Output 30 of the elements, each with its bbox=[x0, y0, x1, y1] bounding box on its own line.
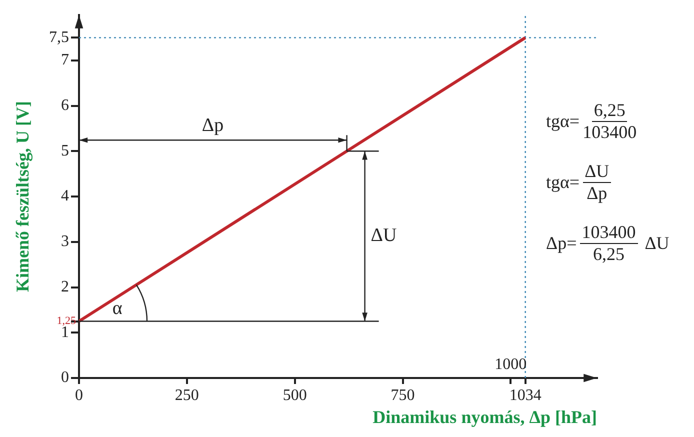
x-axis-title: Dinamikus nyomás, Δp [hPa] bbox=[372, 406, 597, 427]
x-tick-label: 750 bbox=[390, 387, 415, 404]
y-axis-title: Kimenő feszültség, U [V] bbox=[12, 101, 32, 292]
annotation: 103400 bbox=[582, 122, 637, 143]
annotation: α bbox=[112, 298, 122, 320]
annotation: tgα= bbox=[546, 172, 580, 193]
y-tick-label: 2 bbox=[61, 278, 69, 296]
x-tick-label: 250 bbox=[174, 387, 199, 404]
y-tick-label: 7,5 bbox=[49, 28, 69, 46]
x-tick-label: 500 bbox=[282, 387, 307, 404]
annotation: Δp bbox=[202, 115, 224, 136]
annotation: 103400 bbox=[580, 222, 638, 244]
x-tick-label: 0 bbox=[75, 387, 83, 404]
y-tick-label: 5 bbox=[61, 142, 69, 160]
annotation: 6,25 bbox=[592, 244, 624, 265]
annotation: 6,25 bbox=[592, 100, 628, 122]
x-tick-label: 1034 bbox=[509, 387, 542, 404]
y-tick-label: 3 bbox=[61, 233, 69, 250]
annotation: tgα= bbox=[546, 111, 580, 132]
annotation: Δp= bbox=[546, 233, 577, 254]
y-tick-label: 0 bbox=[61, 369, 69, 386]
annotation: Δp bbox=[586, 183, 608, 204]
text: ΔU bbox=[644, 233, 670, 254]
y-tick-label: 6 bbox=[61, 96, 69, 114]
y-tick-label: 4 bbox=[61, 188, 69, 205]
annotation: ΔU bbox=[582, 161, 612, 183]
annotation: 1,25 bbox=[56, 315, 76, 328]
annotation: 1000 bbox=[494, 356, 527, 374]
y-tick-label: 7 bbox=[61, 52, 69, 69]
annotation: ΔU bbox=[370, 225, 397, 246]
